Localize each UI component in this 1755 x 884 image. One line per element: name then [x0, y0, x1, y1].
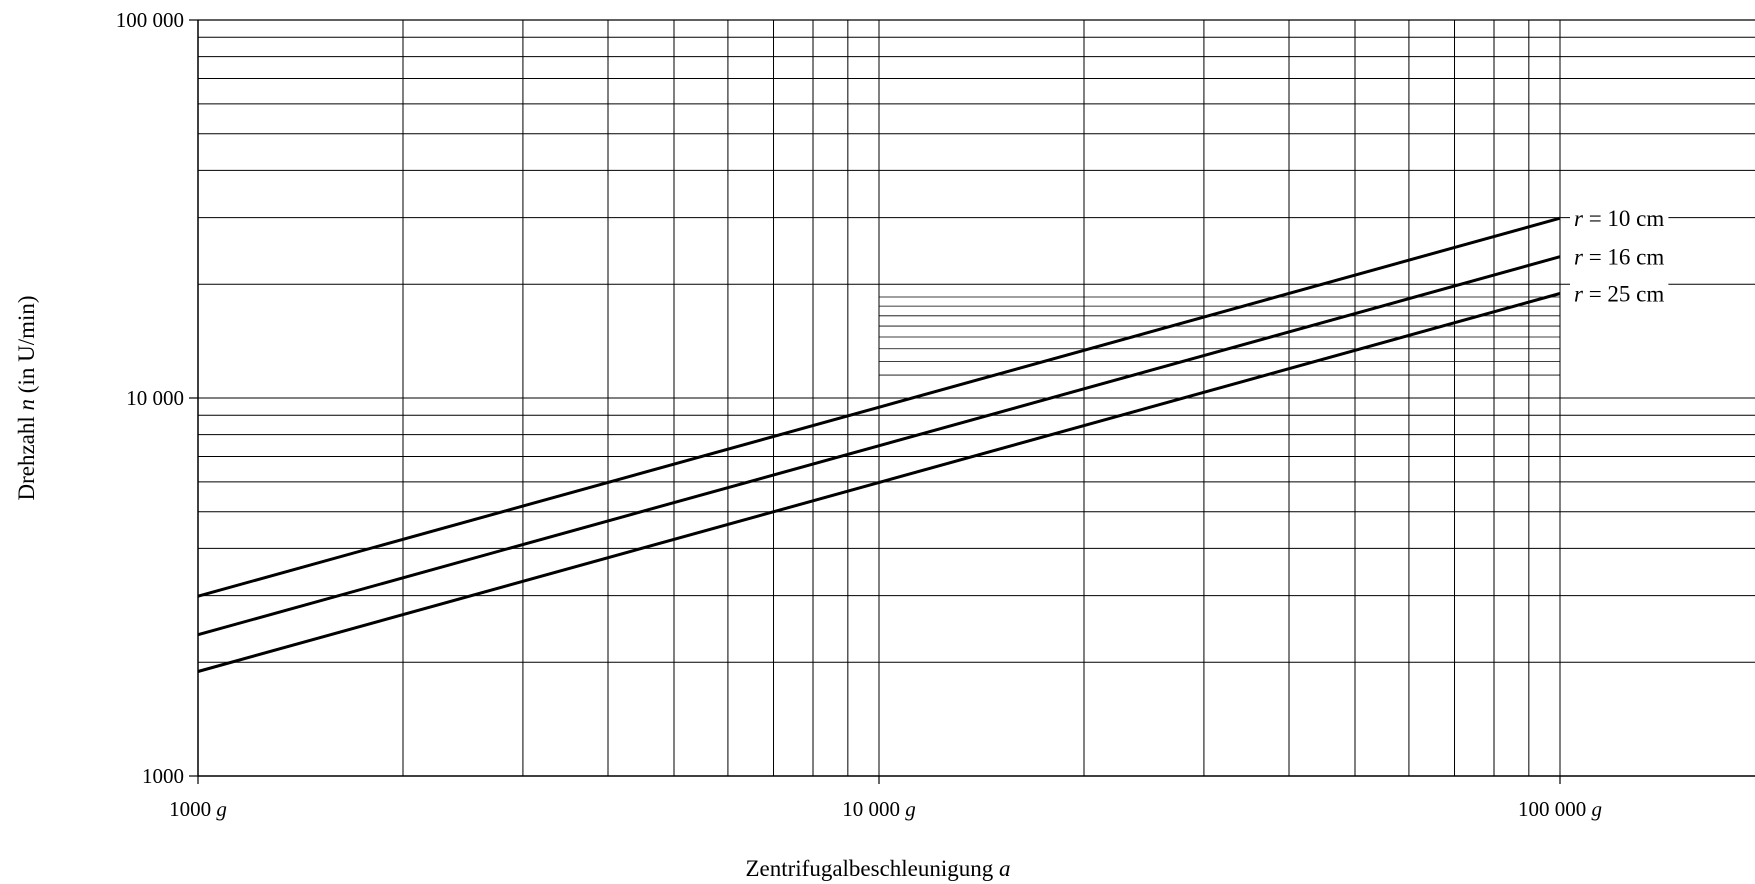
x-tick-label: 10 000 g	[842, 797, 916, 821]
series-label-3: r = 25 cm	[1574, 281, 1664, 306]
y-tick-labels: 1000 10 000 100 000	[116, 8, 184, 788]
series-label-2: r = 16 cm	[1574, 245, 1664, 270]
series-label-background	[1570, 243, 1669, 271]
series-labels: r = 10 cm r = 16 cm r = 25 cm	[1570, 205, 1669, 308]
series-label-1: r = 10 cm	[1574, 206, 1664, 231]
x-axis-title: Zentrifugalbeschleunigung a	[745, 856, 1010, 881]
y-tick-label: 100 000	[116, 8, 184, 32]
y-tick-label: 1000	[142, 764, 184, 788]
fine-grid-lines	[879, 296, 1560, 376]
series-label-background	[1570, 205, 1669, 233]
y-tick-label: 10 000	[126, 386, 184, 410]
series-line-3	[197, 292, 1561, 673]
y-axis-title: Drehzahl n (in U/min)	[14, 295, 39, 500]
series-label-background	[1570, 280, 1669, 308]
series-line-1	[197, 216, 1561, 598]
x-tick-label: 1000 g	[169, 797, 227, 821]
x-tick-labels: 1000 g 10 000 g 100 000 g	[169, 797, 1602, 821]
x-tick-label: 100 000 g	[1518, 797, 1602, 821]
grid-lines	[198, 20, 1755, 776]
series-line-2	[197, 255, 1561, 637]
series-lines	[197, 216, 1561, 673]
axes	[189, 19, 1755, 784]
